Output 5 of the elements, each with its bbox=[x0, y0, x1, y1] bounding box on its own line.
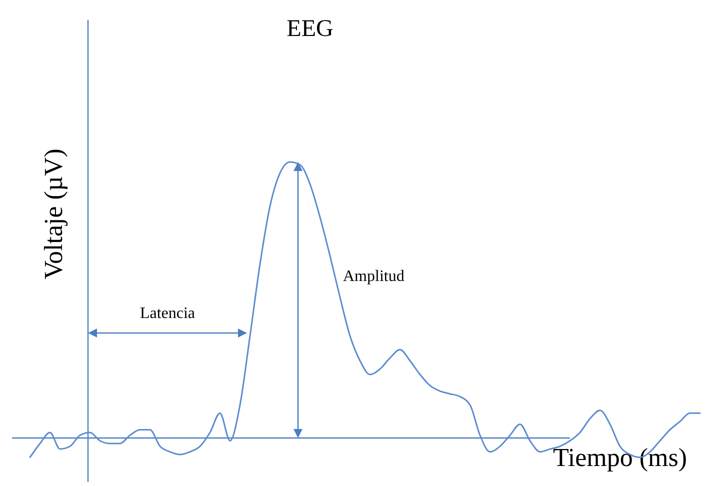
annotation: Latencia bbox=[140, 305, 196, 322]
chart-title: EEG bbox=[286, 16, 334, 42]
x-axis-title: Tiempo (ms) bbox=[552, 443, 688, 472]
y-axis-title: Voltaje (µV) bbox=[39, 148, 68, 280]
annotation: Amplitud bbox=[343, 268, 404, 285]
